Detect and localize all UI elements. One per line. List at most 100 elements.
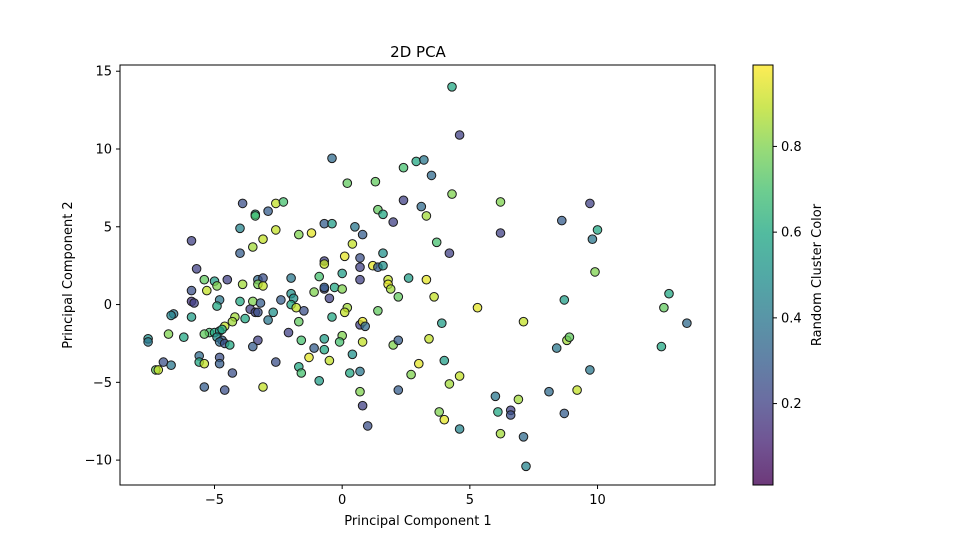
x-tick-label: −5 — [205, 493, 224, 508]
scatter-point — [314, 376, 325, 386]
colorbar-ticks: 0.2 0.4 0.6 0.8 — [773, 140, 802, 412]
scatter-point — [339, 307, 350, 318]
scatter-point — [419, 155, 429, 165]
scatter-point — [334, 337, 345, 347]
scatter-point — [357, 229, 368, 240]
scatter-point — [294, 316, 304, 327]
scatter-point — [291, 302, 302, 313]
y-tick-label: 10 — [95, 143, 112, 158]
scatter-point — [319, 282, 330, 293]
scatter-point — [347, 239, 358, 249]
scatter-point — [495, 197, 506, 207]
scatter-point — [199, 382, 210, 392]
scatter-point — [327, 312, 337, 322]
scatter-point — [495, 428, 506, 439]
scatter-point — [240, 313, 250, 324]
scatter-point — [513, 394, 524, 405]
y-axis-ticks: −10 −5 0 5 10 15 — [85, 65, 120, 469]
y-axis-label: Principal Component 2 — [61, 201, 76, 348]
colorbar: 0.2 0.4 0.6 0.8 Random Cluster Color — [752, 64, 825, 486]
scatter-point — [286, 273, 296, 283]
scatter-point — [189, 298, 199, 308]
scatter-point — [350, 222, 360, 232]
scatter-point — [682, 318, 692, 329]
scatter-point — [447, 82, 457, 92]
scatter-point — [217, 324, 227, 335]
scatter-point — [309, 287, 319, 297]
scatter-point — [437, 318, 447, 329]
scatter-point — [199, 358, 210, 369]
scatter-point — [214, 358, 225, 369]
scatter-point — [416, 201, 427, 212]
scatter-point — [355, 253, 365, 263]
x-axis-label: Principal Component 1 — [344, 514, 491, 529]
scatter-point — [559, 295, 570, 305]
scatter-point — [235, 296, 245, 307]
scatter-point — [559, 408, 570, 419]
scatter-point — [551, 343, 562, 353]
scatter-point — [505, 410, 516, 420]
y-tick-label: 5 — [104, 220, 112, 235]
scatter-point — [258, 382, 268, 392]
scatter-point — [557, 215, 567, 226]
scatter-point — [268, 307, 279, 318]
scatter-point — [439, 355, 450, 366]
x-tick-label: 10 — [589, 493, 606, 508]
scatter-point — [237, 279, 248, 290]
scatter-point — [227, 368, 238, 378]
colorbar-tick-label: 0.8 — [781, 140, 802, 155]
scatter-point — [227, 316, 238, 327]
scatter-point — [306, 228, 317, 238]
scatter-point — [296, 368, 307, 378]
scatter-point — [248, 242, 258, 252]
scatter-point — [250, 211, 261, 221]
scatter-point — [253, 307, 263, 318]
scatter-point — [199, 329, 210, 339]
scatter-point — [271, 357, 281, 367]
scatter-point — [592, 225, 603, 235]
scatter-point — [357, 400, 368, 411]
scatter-point — [393, 335, 404, 346]
scatter-point — [212, 281, 222, 291]
scatter-point — [564, 332, 575, 343]
x-tick-label: 0 — [338, 493, 346, 508]
scatter-point — [403, 273, 414, 283]
scatter-point — [258, 234, 268, 244]
colorbar-tick-label: 0.2 — [781, 397, 802, 412]
scatter-point — [186, 285, 197, 296]
scatter-point — [393, 385, 404, 395]
scatter-point — [493, 407, 503, 417]
scatter-point — [263, 206, 273, 216]
scatter-point — [426, 170, 437, 181]
scatter-point — [664, 288, 674, 299]
y-tick-label: −10 — [85, 454, 112, 469]
scatter-point — [278, 197, 289, 207]
scatter-point — [319, 334, 330, 344]
scatter-point — [585, 365, 595, 375]
scatter-point — [444, 379, 455, 389]
scatter-point — [347, 349, 358, 360]
scatter-point — [294, 229, 304, 240]
scatter-point — [447, 189, 457, 199]
scatter-point — [283, 327, 294, 338]
scatter-point — [345, 368, 355, 378]
scatter-point — [237, 198, 248, 209]
scatter-point — [424, 334, 434, 344]
scatter-point — [166, 310, 176, 321]
scatter-point — [337, 284, 348, 294]
scatter-point — [421, 211, 432, 221]
scatter-point — [385, 284, 396, 294]
scatter-point — [276, 295, 286, 305]
scatter-point — [153, 365, 164, 375]
scatter-point — [378, 209, 388, 220]
scatter-point — [373, 306, 383, 316]
colorbar-gradient — [753, 65, 773, 485]
scatter-point — [585, 198, 595, 209]
scatter-point — [521, 461, 531, 472]
scatter-point — [235, 248, 245, 258]
scatter-points — [143, 82, 692, 472]
scatter-point — [202, 285, 212, 296]
scatter-point — [572, 385, 582, 395]
scatter-point — [186, 312, 197, 322]
